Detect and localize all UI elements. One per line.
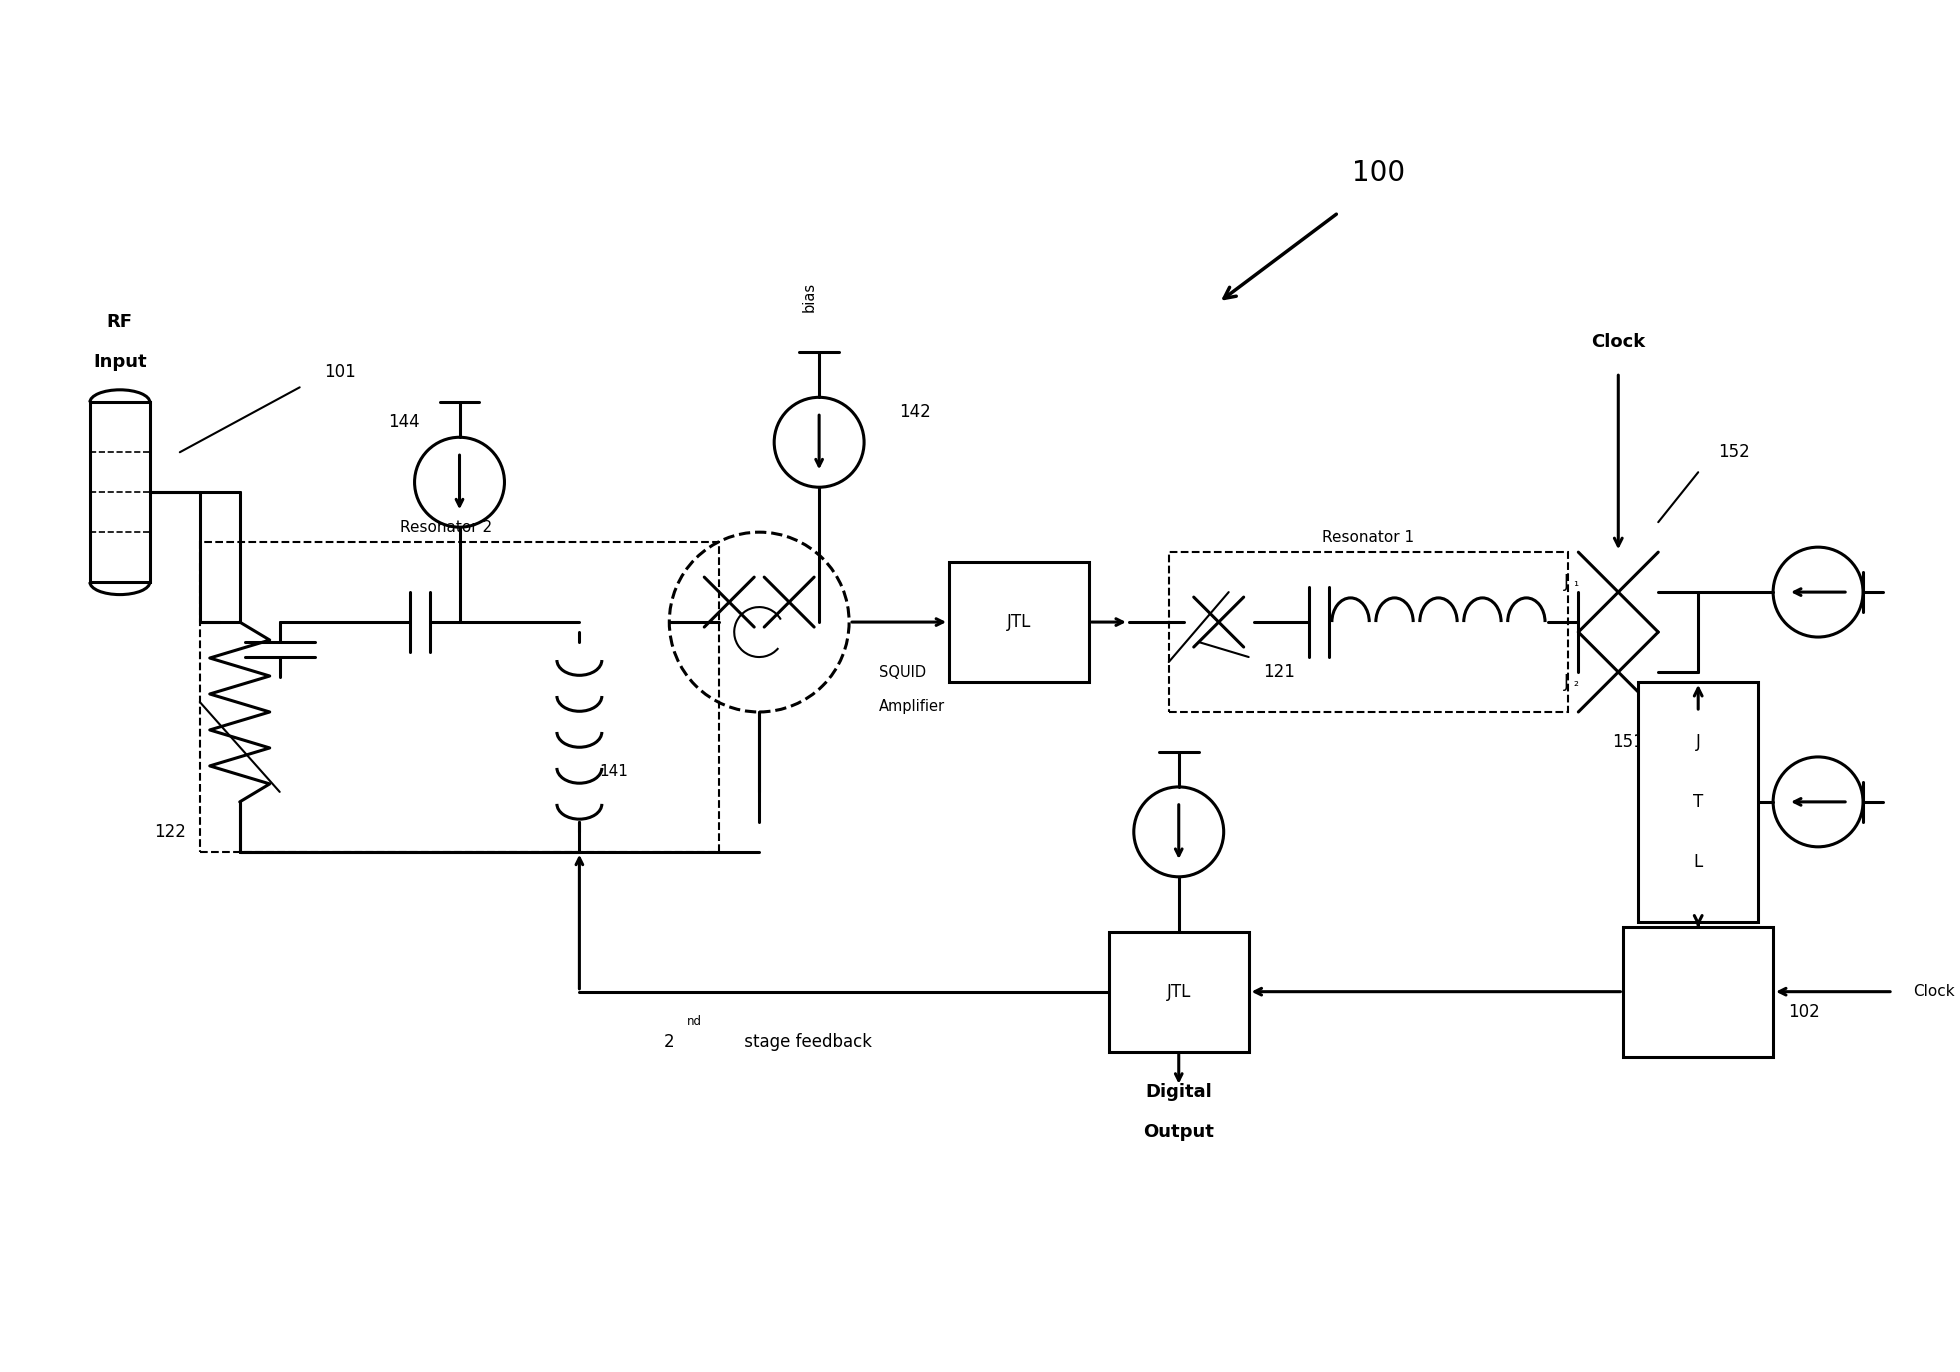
Text: 142: 142 [900, 403, 931, 421]
Text: JTL: JTL [1166, 982, 1192, 1000]
Bar [90, 402, 149, 582]
Text: Clock: Clock [1913, 984, 1954, 999]
Text: Resonator 2: Resonator 2 [400, 520, 492, 535]
Text: 102: 102 [1788, 1003, 1819, 1021]
Text: 101: 101 [323, 364, 355, 381]
Bar [1639, 682, 1758, 922]
Text: 121: 121 [1262, 663, 1296, 681]
Bar [1109, 932, 1249, 1051]
Text: Resonator 1: Resonator 1 [1323, 530, 1415, 545]
Text: 152: 152 [1719, 443, 1750, 461]
Text: bias: bias [802, 283, 817, 313]
Bar [1168, 552, 1568, 712]
Bar [200, 542, 719, 852]
Text: Digital: Digital [1145, 1083, 1211, 1100]
Text: Input: Input [92, 354, 147, 372]
Bar [1623, 926, 1774, 1056]
Text: ₂: ₂ [1574, 675, 1578, 689]
Text: J: J [1564, 674, 1568, 691]
Text: 141: 141 [600, 764, 629, 779]
Text: SQUID: SQUID [880, 664, 927, 679]
Text: JTL: JTL [1007, 613, 1031, 631]
Text: 122: 122 [155, 823, 186, 841]
Text: 2: 2 [664, 1033, 674, 1051]
Text: 151: 151 [1613, 733, 1644, 750]
Text: J: J [1564, 573, 1568, 591]
Text: 100: 100 [1352, 159, 1405, 187]
Bar [949, 563, 1090, 682]
Text: nd: nd [686, 1015, 702, 1028]
Text: 144: 144 [388, 413, 419, 431]
Text: stage feedback: stage feedback [739, 1033, 872, 1051]
Text: Clock: Clock [1592, 333, 1644, 351]
Text: Amplifier: Amplifier [880, 700, 945, 715]
Text: L: L [1693, 853, 1703, 871]
Text: J: J [1695, 733, 1701, 750]
Text: T: T [1693, 793, 1703, 811]
Text: RF: RF [108, 313, 133, 332]
Text: Output: Output [1143, 1122, 1213, 1140]
Text: ₁: ₁ [1574, 576, 1578, 589]
